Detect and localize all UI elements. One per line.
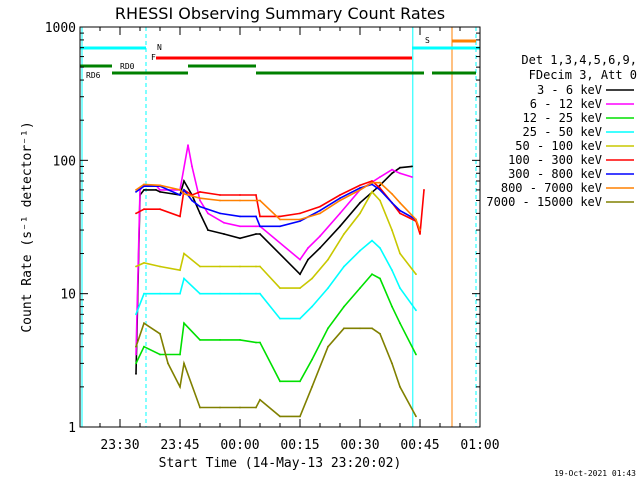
series-4 [135, 190, 417, 289]
legend-entry-label: 100 - 300 keV [508, 153, 602, 167]
series-line-4 [135, 190, 417, 289]
legend-entry-label: 12 - 25 keV [523, 111, 602, 125]
y-axis-ticks: 1 10 100 1000 [45, 21, 480, 436]
event-lines [81, 27, 477, 427]
timestamp: 19-Oct-2021 01:43 [554, 469, 636, 478]
flag-label-RD6: RD6 [86, 71, 101, 80]
series-3 [135, 239, 417, 320]
y-tick-label: 1000 [45, 21, 76, 36]
legend-entry-label: 6 - 12 keV [530, 97, 602, 111]
series-7 [135, 181, 421, 232]
flag-label-S: S [425, 36, 430, 45]
legend-entry-label: 7000 - 15000 keV [486, 195, 602, 209]
y-tick-label: 100 [53, 154, 76, 169]
legend-header: Det 1,3,4,5,6,9, [521, 53, 637, 67]
x-axis-ticks: 23:30 23:45 00:00 00:15 00:30 00:45 01:00 [79, 27, 500, 453]
legend-entry-label: 3 - 6 keV [537, 83, 602, 97]
y-tick-label: 10 [60, 288, 76, 303]
legend-entry-label: 300 - 800 keV [508, 167, 602, 181]
series-line-0 [135, 165, 413, 374]
chart-title: RHESSI Observing Summary Count Rates [115, 4, 445, 23]
x-tick-label: 00:15 [280, 438, 319, 453]
x-tick-label: 01:00 [460, 438, 499, 453]
flag-label-N: N [157, 43, 162, 52]
series-line-2 [135, 273, 417, 383]
x-tick-label: 00:00 [220, 438, 259, 453]
series-6 [135, 183, 417, 228]
series-line-8 [135, 321, 417, 418]
series-line-6 [135, 183, 417, 228]
legend-entry-label: 50 - 100 keV [515, 139, 602, 153]
series-8 [135, 321, 417, 418]
series-0 [135, 165, 413, 375]
series-line-7 [135, 181, 421, 231]
series-lines [135, 144, 425, 418]
flag-label-RD0: RD0 [120, 62, 135, 71]
series-2 [135, 273, 417, 383]
flag-label-F: F [151, 53, 156, 62]
y-tick-label: 1 [68, 421, 76, 436]
flag-bars: NF S RD0 RD6 [80, 36, 480, 80]
legend: Det 1,3,4,5,6,9,FDecim 3, Att 03 - 6 keV… [486, 53, 637, 209]
legend-entry-label: 25 - 50 keV [523, 125, 602, 139]
legend-entry-label: 800 - 7000 keV [501, 181, 602, 195]
y-axis-label: Count Rate (s⁻¹ detector⁻¹) [20, 121, 35, 332]
x-tick-label: 23:30 [100, 438, 139, 453]
x-tick-label: 23:45 [160, 438, 199, 453]
series-line-3 [135, 239, 417, 320]
x-tick-label: 00:30 [340, 438, 379, 453]
x-axis-label: Start Time (14-May-13 23:20:02) [159, 456, 402, 471]
x-tick-label: 00:45 [400, 438, 439, 453]
legend-header: FDecim 3, Att 0 [529, 68, 637, 82]
